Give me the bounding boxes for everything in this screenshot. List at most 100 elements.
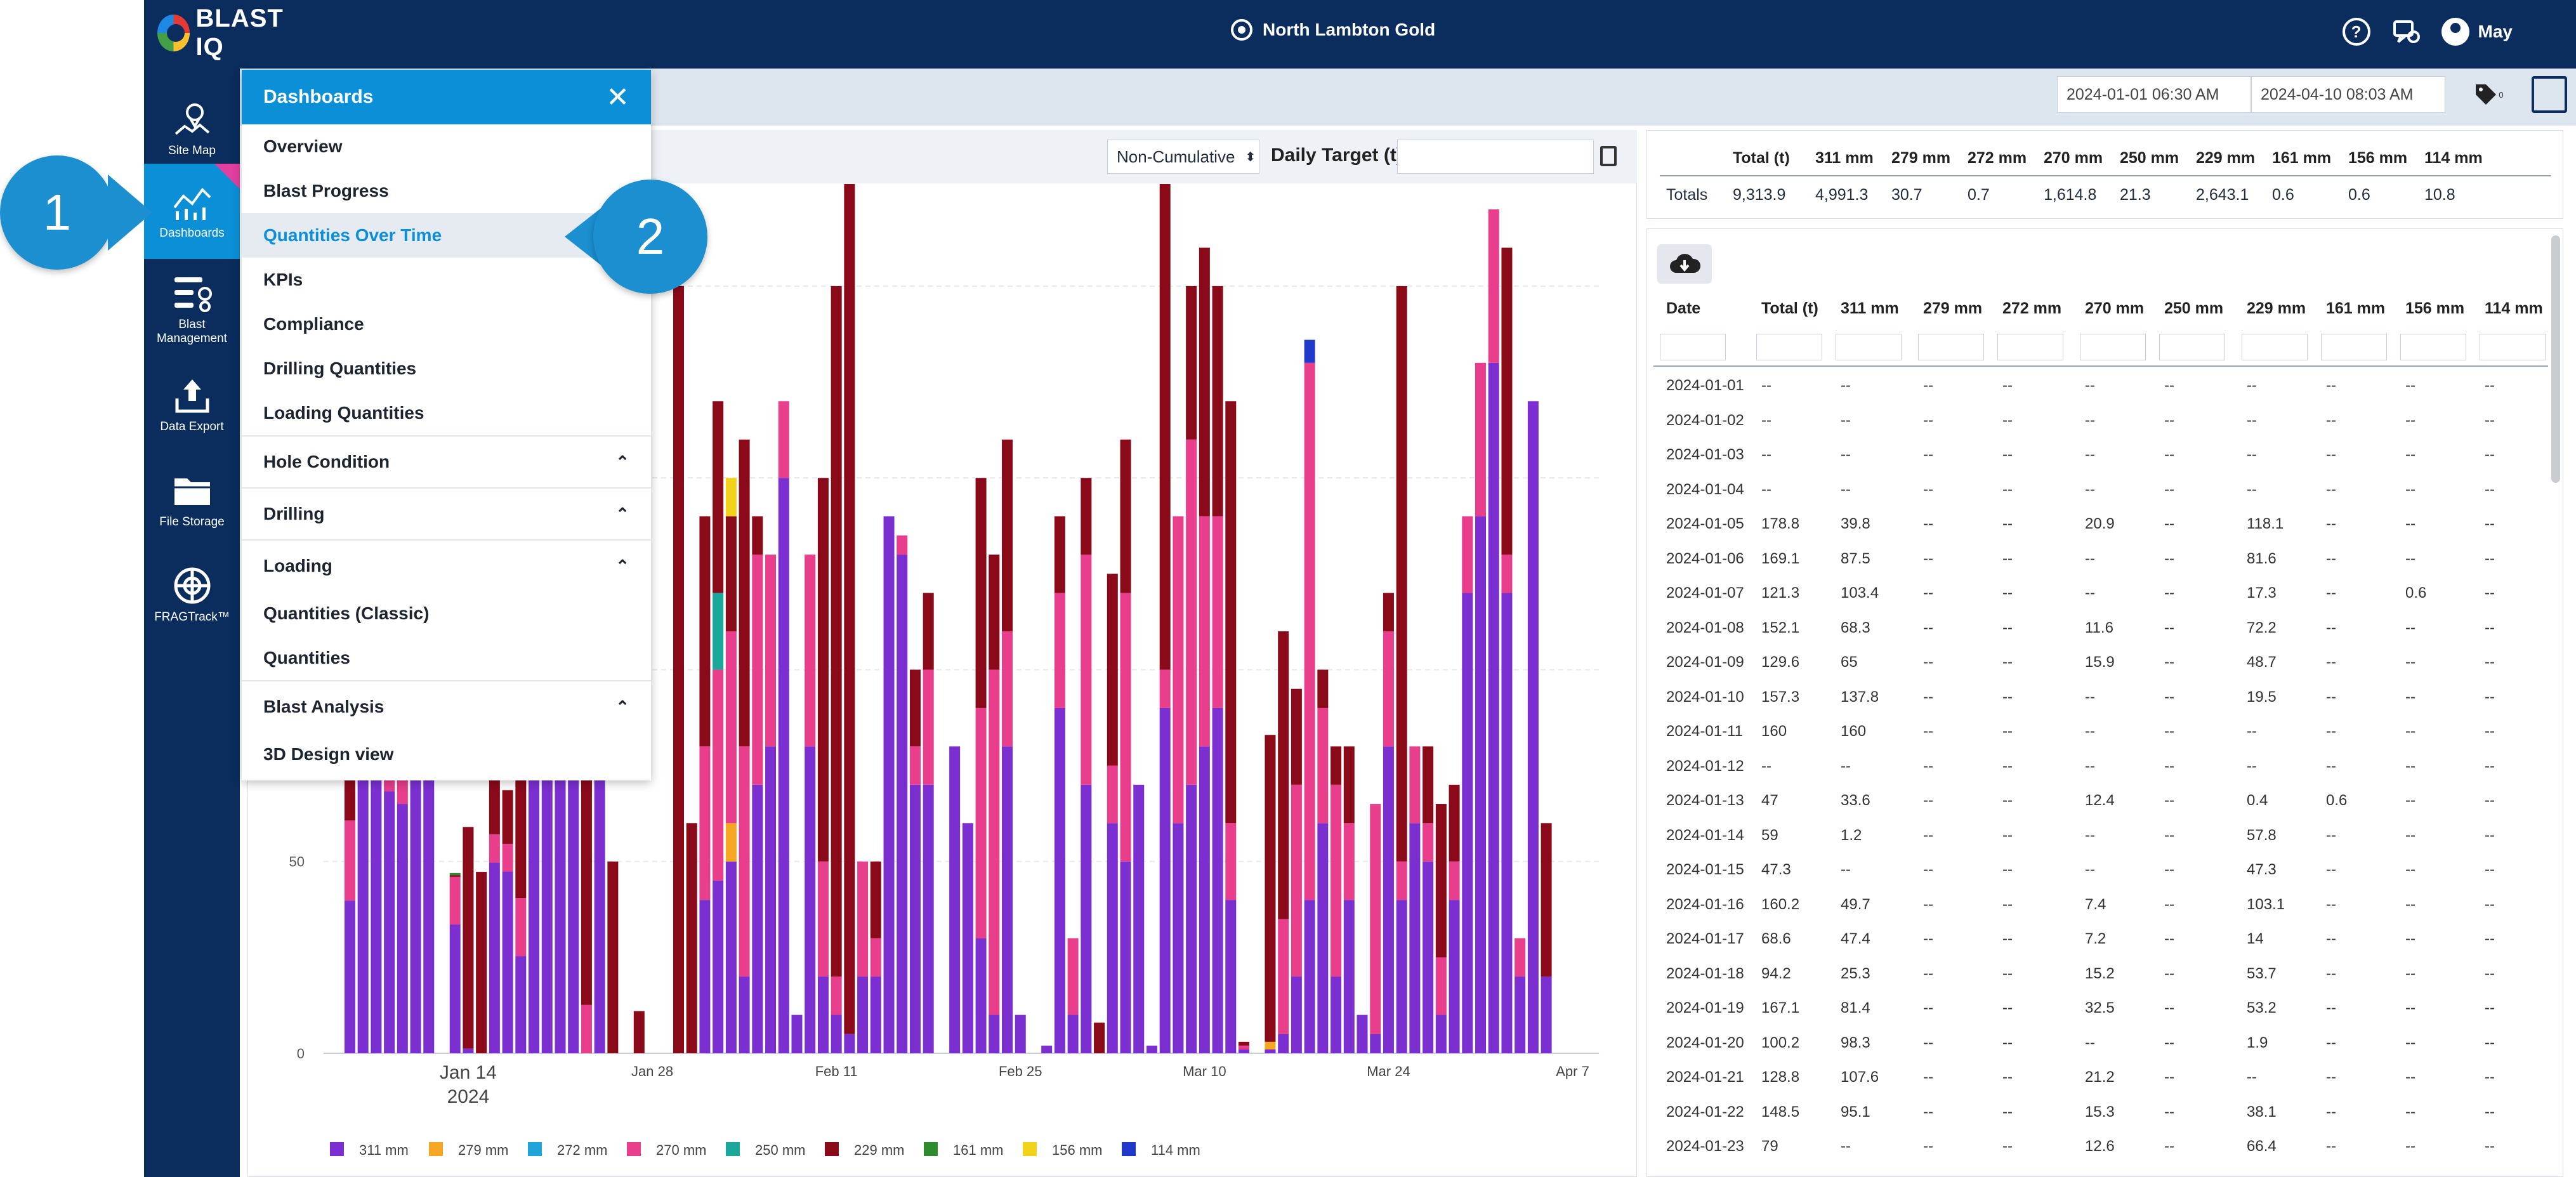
start-date-input[interactable]: 2024-01-01 06:30 AM	[2057, 76, 2251, 113]
menu-item[interactable]: Loading Quantities	[242, 391, 651, 435]
table-row[interactable]: 2024-01-20 100.2 98.3 -- -- -- -- 1.9 -- -- --	[1647, 1026, 2563, 1060]
help-icon[interactable]: ?	[2342, 18, 2370, 46]
table-row[interactable]: 2024-01-04 -- -- -- -- -- -- -- -- -- --	[1647, 473, 2563, 507]
cumulative-mode-select[interactable]: Non-Cumulative ⬍	[1107, 140, 1259, 174]
column-header[interactable]: 311 mm	[1841, 299, 1899, 317]
blast-iq-logo[interactable]: BLAST IQ	[157, 4, 303, 61]
value-cell: --	[2326, 1069, 2336, 1086]
table-row[interactable]: 2024-01-09 129.6 65 -- -- 15.9 -- 48.7 -- -- --	[1647, 645, 2563, 680]
column-header[interactable]: 250 mm	[2120, 149, 2179, 167]
menu-item[interactable]: Compliance	[242, 302, 651, 346]
end-date-input[interactable]: 2024-04-10 08:03 AM	[2251, 76, 2445, 113]
column-header[interactable]: 270 mm	[2085, 299, 2145, 317]
column-filter-input[interactable]	[1660, 334, 1726, 360]
nav-data-export[interactable]: Data Export	[144, 357, 240, 452]
column-header[interactable]: Total (t)	[1761, 299, 1818, 317]
table-row[interactable]: 2024-01-05 178.8 39.8 -- -- 20.9 -- 118.1 -- -- --	[1647, 507, 2563, 541]
menu-group[interactable]: Hole Condition ⌃	[242, 435, 651, 487]
nav-fragtrack[interactable]: FRAGTrack™	[144, 548, 240, 643]
column-header[interactable]: 161 mm	[2326, 299, 2386, 317]
table-row[interactable]: 2024-01-23 79 -- -- -- 12.6 -- 66.4 -- -- --	[1647, 1129, 2563, 1164]
bar-segment	[1173, 823, 1184, 1053]
nav-site-map[interactable]: Site Map	[144, 81, 240, 176]
column-filter-input[interactable]	[2480, 334, 2546, 360]
column-header[interactable]: 272 mm	[2002, 299, 2062, 317]
close-icon[interactable]: ✕	[606, 81, 629, 113]
table-row[interactable]: 2024-01-18 94.2 25.3 -- -- 15.2 -- 53.7 -- -- --	[1647, 957, 2563, 991]
tag-filter-button[interactable]: 0	[2463, 76, 2514, 113]
table-row[interactable]: 2024-01-03 -- -- -- -- -- -- -- -- -- --	[1647, 438, 2563, 472]
column-header[interactable]: 156 mm	[2405, 299, 2465, 317]
bar-segment	[673, 286, 684, 1054]
table-row[interactable]: 2024-01-11 160 160 -- -- -- -- -- -- -- --	[1647, 714, 2563, 749]
column-header[interactable]: 270 mm	[2044, 149, 2103, 167]
site-selector[interactable]: North Lambton Gold	[1231, 19, 1435, 41]
column-header[interactable]: 114 mm	[2485, 299, 2543, 317]
menu-item[interactable]: 3D Design view	[242, 732, 651, 777]
column-filter-input[interactable]	[2321, 334, 2387, 360]
column-header[interactable]: Total (t)	[1733, 149, 1790, 167]
menu-group[interactable]: Blast Analysis ⌃	[242, 680, 651, 732]
column-filter-input[interactable]	[1918, 334, 1984, 360]
nav-file-storage[interactable]: File Storage	[144, 452, 240, 548]
column-header[interactable]: 272 mm	[1968, 149, 2027, 167]
column-filter-input[interactable]	[2080, 334, 2146, 360]
bar-segment	[1159, 707, 1171, 1053]
chevron-up-icon[interactable]: ⌃	[615, 697, 629, 716]
column-header[interactable]: 229 mm	[2196, 149, 2256, 167]
chevron-up-icon[interactable]: ⌃	[615, 452, 629, 471]
table-row[interactable]: 2024-01-15 47.3 -- -- -- -- -- 47.3 -- -- --	[1647, 853, 2563, 887]
bar-segment	[1094, 1022, 1105, 1053]
column-header[interactable]: 279 mm	[1891, 149, 1951, 167]
table-row[interactable]: 2024-01-08 152.1 68.3 -- -- 11.6 -- 72.2 -- -- --	[1647, 611, 2563, 645]
table-row[interactable]: 2024-01-13 47 33.6 -- -- 12.4 -- 0.4 0.6 -- --	[1647, 784, 2563, 818]
table-row[interactable]: 2024-01-14 59 1.2 -- -- -- -- 57.8 -- -- --	[1647, 819, 2563, 853]
user-menu[interactable]: May	[2441, 18, 2513, 46]
column-filter-input[interactable]	[2159, 334, 2225, 360]
menu-group[interactable]: Drilling ⌃	[242, 487, 651, 539]
value-cell: --	[2002, 688, 2013, 706]
menu-item[interactable]: Blast Progress	[242, 169, 651, 213]
column-header[interactable]: Date	[1666, 299, 1701, 317]
vertical-scrollbar[interactable]	[2551, 235, 2560, 483]
column-filter-input[interactable]	[2242, 334, 2308, 360]
table-row[interactable]: 2024-01-17 68.6 47.4 -- -- 7.2 -- 14 -- -- --	[1647, 922, 2563, 956]
menu-item[interactable]: Quantities	[242, 636, 651, 680]
table-row[interactable]: 2024-01-06 169.1 87.5 -- -- -- -- 81.6 -- -- --	[1647, 542, 2563, 576]
column-filter-input[interactable]	[1756, 334, 1822, 360]
value-cell: --	[1761, 480, 1771, 498]
chevron-up-icon[interactable]: ⌃	[615, 504, 629, 523]
column-header[interactable]: 114 mm	[2424, 149, 2483, 167]
column-header[interactable]: 311 mm	[1815, 149, 1874, 167]
download-button[interactable]	[1657, 244, 1712, 284]
column-filter-input[interactable]	[1997, 334, 2063, 360]
table-row[interactable]: 2024-01-21 128.8 107.6 -- -- 21.2 -- -- -- -- --	[1647, 1060, 2563, 1095]
table-row[interactable]: 2024-01-07 121.3 103.4 -- -- -- -- 17.3 -- 0.6 --	[1647, 576, 2563, 610]
nav-blast-management[interactable]: Blast Management	[144, 262, 240, 357]
table-row[interactable]: 2024-01-22 148.5 95.1 -- -- 15.3 -- 38.1 -- -- --	[1647, 1095, 2563, 1129]
table-row[interactable]: 2024-01-12 -- -- -- -- -- -- -- -- -- --	[1647, 749, 2563, 784]
table-row[interactable]: 2024-01-16 160.2 49.7 -- -- 7.4 -- 103.1 -- -- --	[1647, 888, 2563, 922]
menu-item[interactable]: Overview	[242, 124, 651, 169]
feedback-icon[interactable]	[2392, 18, 2420, 46]
nav-dashboards[interactable]: Dashboards	[144, 164, 240, 259]
daily-target-input[interactable]	[1397, 140, 1594, 174]
column-header[interactable]: 229 mm	[2247, 299, 2306, 317]
menu-item[interactable]: Drilling Quantities	[242, 346, 651, 391]
menu-item[interactable]: Quantities (Classic)	[242, 591, 651, 636]
table-row[interactable]: 2024-01-01 -- -- -- -- -- -- -- -- -- --	[1647, 369, 2563, 403]
table-row[interactable]: 2024-01-10 157.3 137.8 -- -- -- -- 19.5 -- -- --	[1647, 680, 2563, 714]
open-book-icon[interactable]	[2532, 76, 2567, 113]
column-header[interactable]: 156 mm	[2348, 149, 2408, 167]
chevron-up-icon[interactable]: ⌃	[615, 556, 629, 575]
copy-icon[interactable]	[1600, 146, 1617, 166]
column-header[interactable]: 161 mm	[2272, 149, 2332, 167]
table-row[interactable]: 2024-01-19 167.1 81.4 -- -- 32.5 -- 53.2 -- -- --	[1647, 991, 2563, 1025]
column-filter-input[interactable]	[1836, 334, 1902, 360]
column-filter-input[interactable]	[2400, 334, 2466, 360]
menu-item[interactable]: KPIs	[242, 258, 651, 302]
table-row[interactable]: 2024-01-02 -- -- -- -- -- -- -- -- -- --	[1647, 404, 2563, 438]
column-header[interactable]: 279 mm	[1923, 299, 1983, 317]
column-header[interactable]: 250 mm	[2164, 299, 2224, 317]
menu-group[interactable]: Loading ⌃	[242, 539, 651, 591]
